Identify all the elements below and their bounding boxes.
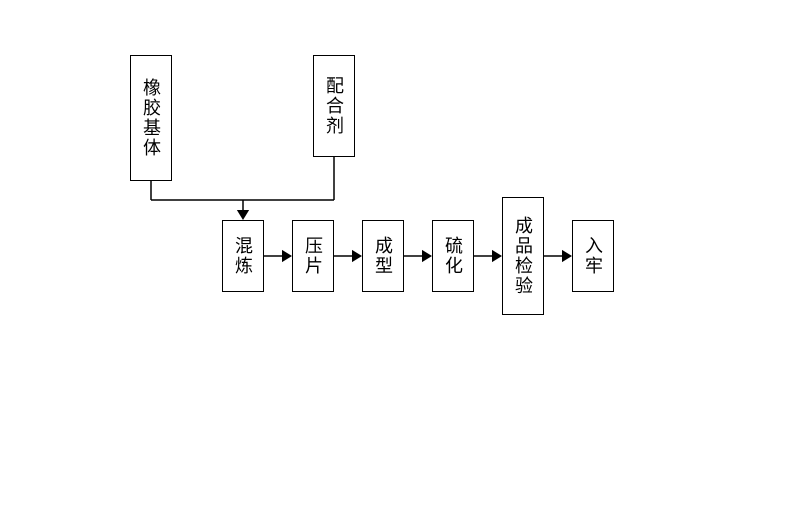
flow-connectors xyxy=(0,0,800,530)
